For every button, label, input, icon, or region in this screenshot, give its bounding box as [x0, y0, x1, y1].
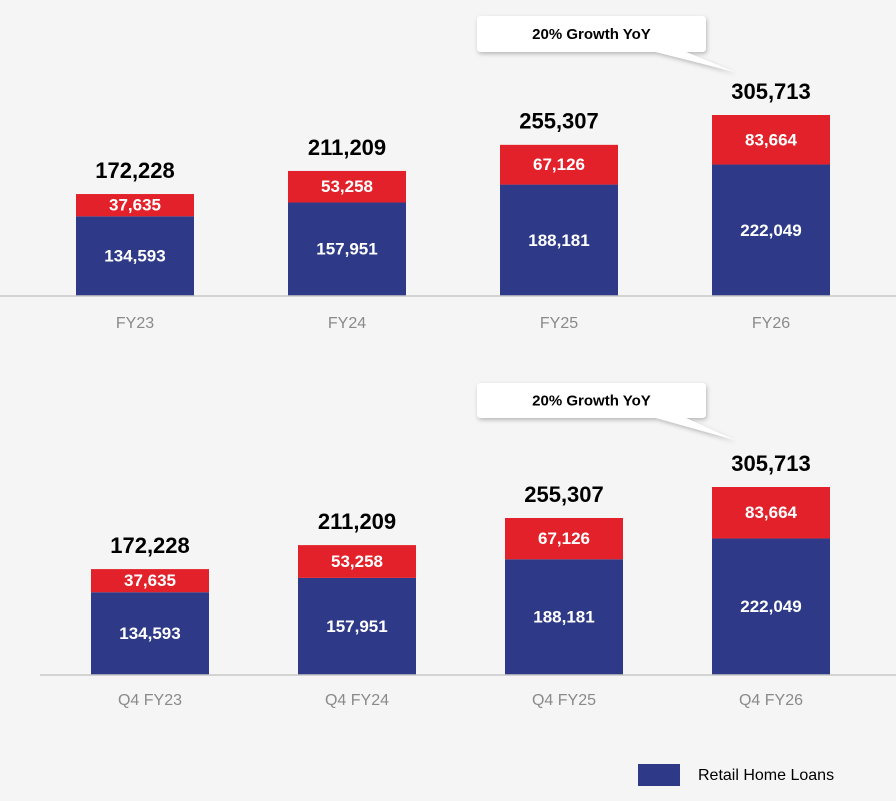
- x-tick-label: FY23: [116, 315, 154, 332]
- total-label: 305,713: [731, 79, 811, 104]
- bar-segment: [298, 577, 416, 675]
- segment-label: 53,258: [331, 552, 383, 571]
- x-tick-label: FY25: [540, 315, 578, 332]
- segment-label: 188,181: [528, 231, 589, 250]
- bar-segment: [288, 202, 406, 296]
- x-tick-label: Q4 FY25: [532, 692, 596, 709]
- bar-segment: [712, 487, 830, 539]
- legend: Retail Home Loans: [638, 764, 834, 786]
- segment-label: 83,664: [745, 503, 798, 522]
- bar-segment: [505, 517, 623, 560]
- total-label: 305,713: [731, 451, 811, 476]
- segment-label: 83,664: [745, 130, 798, 149]
- callout-bubble: [477, 383, 735, 440]
- segment-label: 37,635: [109, 196, 161, 215]
- x-tick-label: Q4 FY23: [118, 692, 182, 709]
- total-label: 172,228: [110, 533, 190, 558]
- total-label: 255,307: [519, 109, 599, 134]
- legend-swatch: [638, 764, 680, 786]
- total-label: 211,209: [308, 135, 386, 160]
- legend-label: Retail Home Loans: [698, 767, 834, 784]
- bar-segment: [712, 164, 830, 296]
- bar-segment: [76, 194, 194, 217]
- bar-segment: [500, 144, 618, 185]
- bar-segment: [91, 592, 209, 675]
- bar-segment: [712, 538, 830, 675]
- annotation: 20% Growth YoY: [532, 26, 651, 43]
- bar-segment: [505, 559, 623, 675]
- bar-segment: [288, 170, 406, 203]
- segment-label: 53,258: [321, 177, 373, 196]
- total-label: 255,307: [524, 482, 604, 507]
- annotation: 20% Growth YoY: [532, 392, 651, 409]
- chart: 134,593 37,635 172,228 Q4 FY23 157,951 53,258…: [40, 383, 896, 709]
- callout-bubble: [477, 16, 735, 72]
- segment-label: 134,593: [119, 624, 180, 643]
- x-tick-label: FY24: [328, 315, 366, 332]
- total-label: 172,228: [95, 158, 175, 183]
- x-tick-label: Q4 FY24: [325, 692, 389, 709]
- segment-label: 67,126: [533, 155, 585, 174]
- segment-label: 157,951: [326, 617, 387, 636]
- chart: 134,593 37,635 172,228 FY23 157,951 53,258 211…: [0, 16, 896, 332]
- bar-segment: [298, 545, 416, 578]
- x-tick-label: Q4 FY26: [739, 692, 803, 709]
- x-tick-label: FY26: [752, 315, 790, 332]
- bar-segment: [76, 216, 194, 296]
- bar-segment: [500, 184, 618, 296]
- bar-segment: [91, 569, 209, 593]
- bar-segment: [712, 115, 830, 165]
- segment-label: 134,593: [104, 247, 165, 266]
- total-label: 211,209: [318, 509, 396, 534]
- segment-label: 222,049: [740, 221, 801, 240]
- segment-label: 188,181: [533, 608, 594, 627]
- segment-label: 67,126: [538, 529, 590, 548]
- segment-label: 157,951: [316, 240, 377, 259]
- segment-label: 37,635: [124, 571, 176, 590]
- segment-label: 222,049: [740, 597, 801, 616]
